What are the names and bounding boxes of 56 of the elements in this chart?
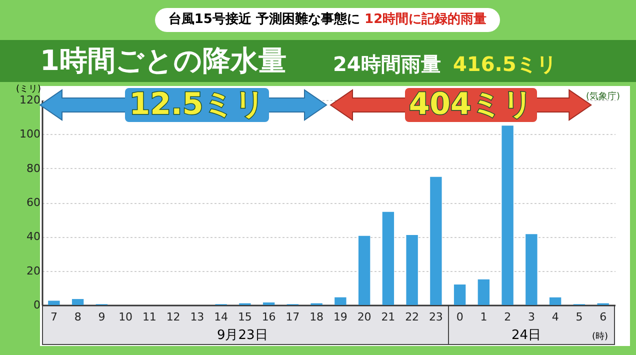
x-tick-label: 8 bbox=[74, 310, 82, 324]
x-tick-label: 21 bbox=[381, 310, 396, 324]
y-tick-label: 100 bbox=[20, 128, 40, 141]
bar bbox=[549, 297, 562, 305]
x-tick-label: 3 bbox=[528, 310, 535, 324]
bar bbox=[72, 299, 84, 305]
x-tick-label: 16 bbox=[262, 310, 276, 324]
x-tick-label: 22 bbox=[405, 310, 420, 324]
annotation: 404ミリ bbox=[404, 87, 538, 122]
bar bbox=[454, 284, 466, 305]
annotation: 12.5ミリ bbox=[125, 87, 270, 122]
chart-title: 1時間ごとの降水量 bbox=[40, 44, 286, 78]
x-tick-label: 1 bbox=[480, 310, 488, 324]
x-tick-label: 18 bbox=[310, 310, 324, 324]
x-tick-label: 17 bbox=[286, 310, 300, 324]
text: 台風15号接近 予測困難な事態に bbox=[168, 12, 360, 27]
x-tick-label: 7 bbox=[50, 310, 58, 324]
bar bbox=[358, 236, 370, 305]
bar bbox=[502, 126, 514, 305]
y-axis-title: (ミリ) bbox=[16, 84, 42, 94]
bar bbox=[334, 297, 346, 305]
bar bbox=[526, 234, 538, 305]
x-tick-label: 4 bbox=[552, 310, 559, 324]
x-tick-label: 15 bbox=[238, 310, 252, 324]
bar bbox=[48, 300, 60, 305]
text: 9月23日 bbox=[216, 327, 268, 344]
bar bbox=[262, 302, 275, 305]
x-tick-label: 2 bbox=[504, 310, 512, 324]
x-tick-label: 0 bbox=[456, 310, 464, 324]
y-tick-label: 60 bbox=[26, 196, 40, 209]
x-tick-label: 6 bbox=[600, 310, 607, 324]
bar bbox=[406, 234, 418, 305]
x-tick-label: 23 bbox=[428, 310, 443, 324]
x-tick-label: 14 bbox=[214, 310, 228, 324]
bar bbox=[430, 176, 442, 305]
y-tick-label: 80 bbox=[26, 162, 40, 175]
x-tick-label: 13 bbox=[190, 310, 204, 324]
text: 24日 bbox=[511, 327, 541, 344]
y-tick-label: 120 bbox=[20, 94, 40, 106]
text: 12時間に記録的雨量 bbox=[364, 12, 487, 27]
y-tick-label: 40 bbox=[26, 230, 40, 244]
x-tick-label: 11 bbox=[142, 310, 156, 324]
annotation: (気象庁) bbox=[586, 90, 620, 103]
y-tick-label: 20 bbox=[26, 264, 40, 278]
text: (時) bbox=[592, 330, 608, 343]
x-tick-label: 5 bbox=[576, 310, 583, 324]
x-tick-label: 19 bbox=[333, 310, 348, 324]
chart-subtitle: 24時間雨量 bbox=[333, 52, 441, 76]
x-tick-label: 20 bbox=[357, 310, 372, 324]
x-tick-label: 10 bbox=[118, 310, 133, 324]
y-tick-label: 0 bbox=[34, 298, 40, 312]
x-tick-label: 12 bbox=[166, 310, 180, 324]
x-tick-label: 9 bbox=[98, 310, 106, 324]
bar bbox=[382, 212, 394, 305]
bar bbox=[478, 279, 490, 305]
text: 416.5ミリ bbox=[453, 52, 556, 76]
